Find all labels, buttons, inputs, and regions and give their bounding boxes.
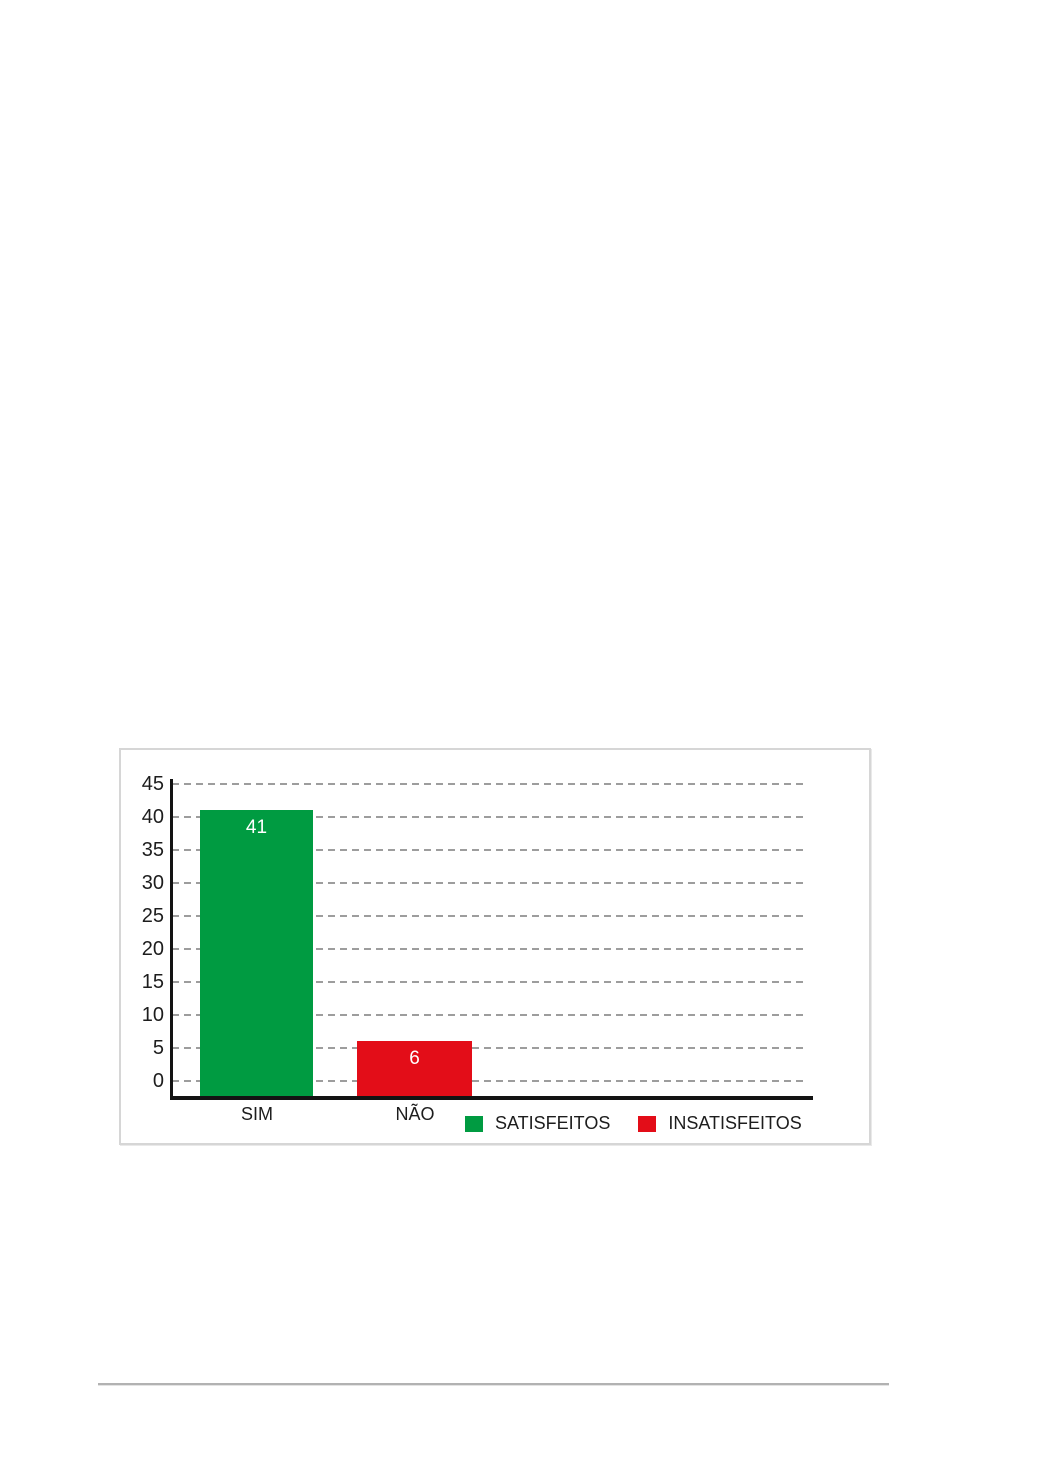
y-axis-tick-label: 5	[152, 1037, 164, 1059]
gridline	[172, 948, 806, 950]
legend-item: SATISFEITOS	[465, 1113, 610, 1134]
y-axis-tick-label: 20	[141, 938, 164, 960]
gridline	[172, 1014, 806, 1016]
legend-swatch-icon	[638, 1115, 657, 1132]
chart-legend: SATISFEITOS INSATISFEITOS	[465, 1113, 802, 1134]
bar-sim	[200, 810, 313, 1098]
y-axis-tick-label: 10	[141, 1004, 164, 1026]
footer-divider	[98, 1383, 889, 1386]
gridline	[172, 1047, 806, 1049]
chart-plot-area: 0 5 10 15 20 25 30 35 40 45 41 SIM 6 NÃO	[121, 750, 869, 1143]
gridline	[172, 1080, 806, 1082]
legend-swatch-icon	[465, 1115, 483, 1132]
gridline	[172, 981, 806, 983]
gridline	[172, 849, 806, 851]
gridline	[172, 915, 806, 917]
y-axis-tick-label: 40	[141, 806, 164, 828]
bar-value-label: 6	[409, 1048, 420, 1069]
y-axis-tick-label: 35	[141, 839, 164, 861]
y-axis-tick-label: 30	[141, 872, 164, 894]
legend-label: SATISFEITOS	[495, 1113, 611, 1133]
y-axis-tick-label: 0	[152, 1070, 164, 1092]
legend-item: INSATISFEITOS	[638, 1113, 802, 1134]
y-axis-tick-label: 45	[141, 773, 164, 795]
gridline	[172, 882, 806, 884]
x-axis-category-label: NÃO	[395, 1104, 435, 1124]
bar-chart: 0 5 10 15 20 25 30 35 40 45 41 SIM 6 NÃO SATISFEITOS I…	[119, 748, 871, 1145]
x-axis-category-label: SIM	[240, 1104, 273, 1124]
y-axis-tick-label: 15	[141, 971, 164, 993]
gridline	[172, 783, 806, 785]
y-axis-line	[170, 779, 173, 1100]
x-axis-line	[170, 1096, 813, 1100]
bar-não	[357, 1041, 472, 1098]
y-axis-tick-label: 25	[141, 905, 164, 927]
bar-value-label: 41	[245, 817, 268, 838]
legend-label: INSATISFEITOS	[668, 1113, 802, 1133]
gridline	[172, 816, 806, 818]
